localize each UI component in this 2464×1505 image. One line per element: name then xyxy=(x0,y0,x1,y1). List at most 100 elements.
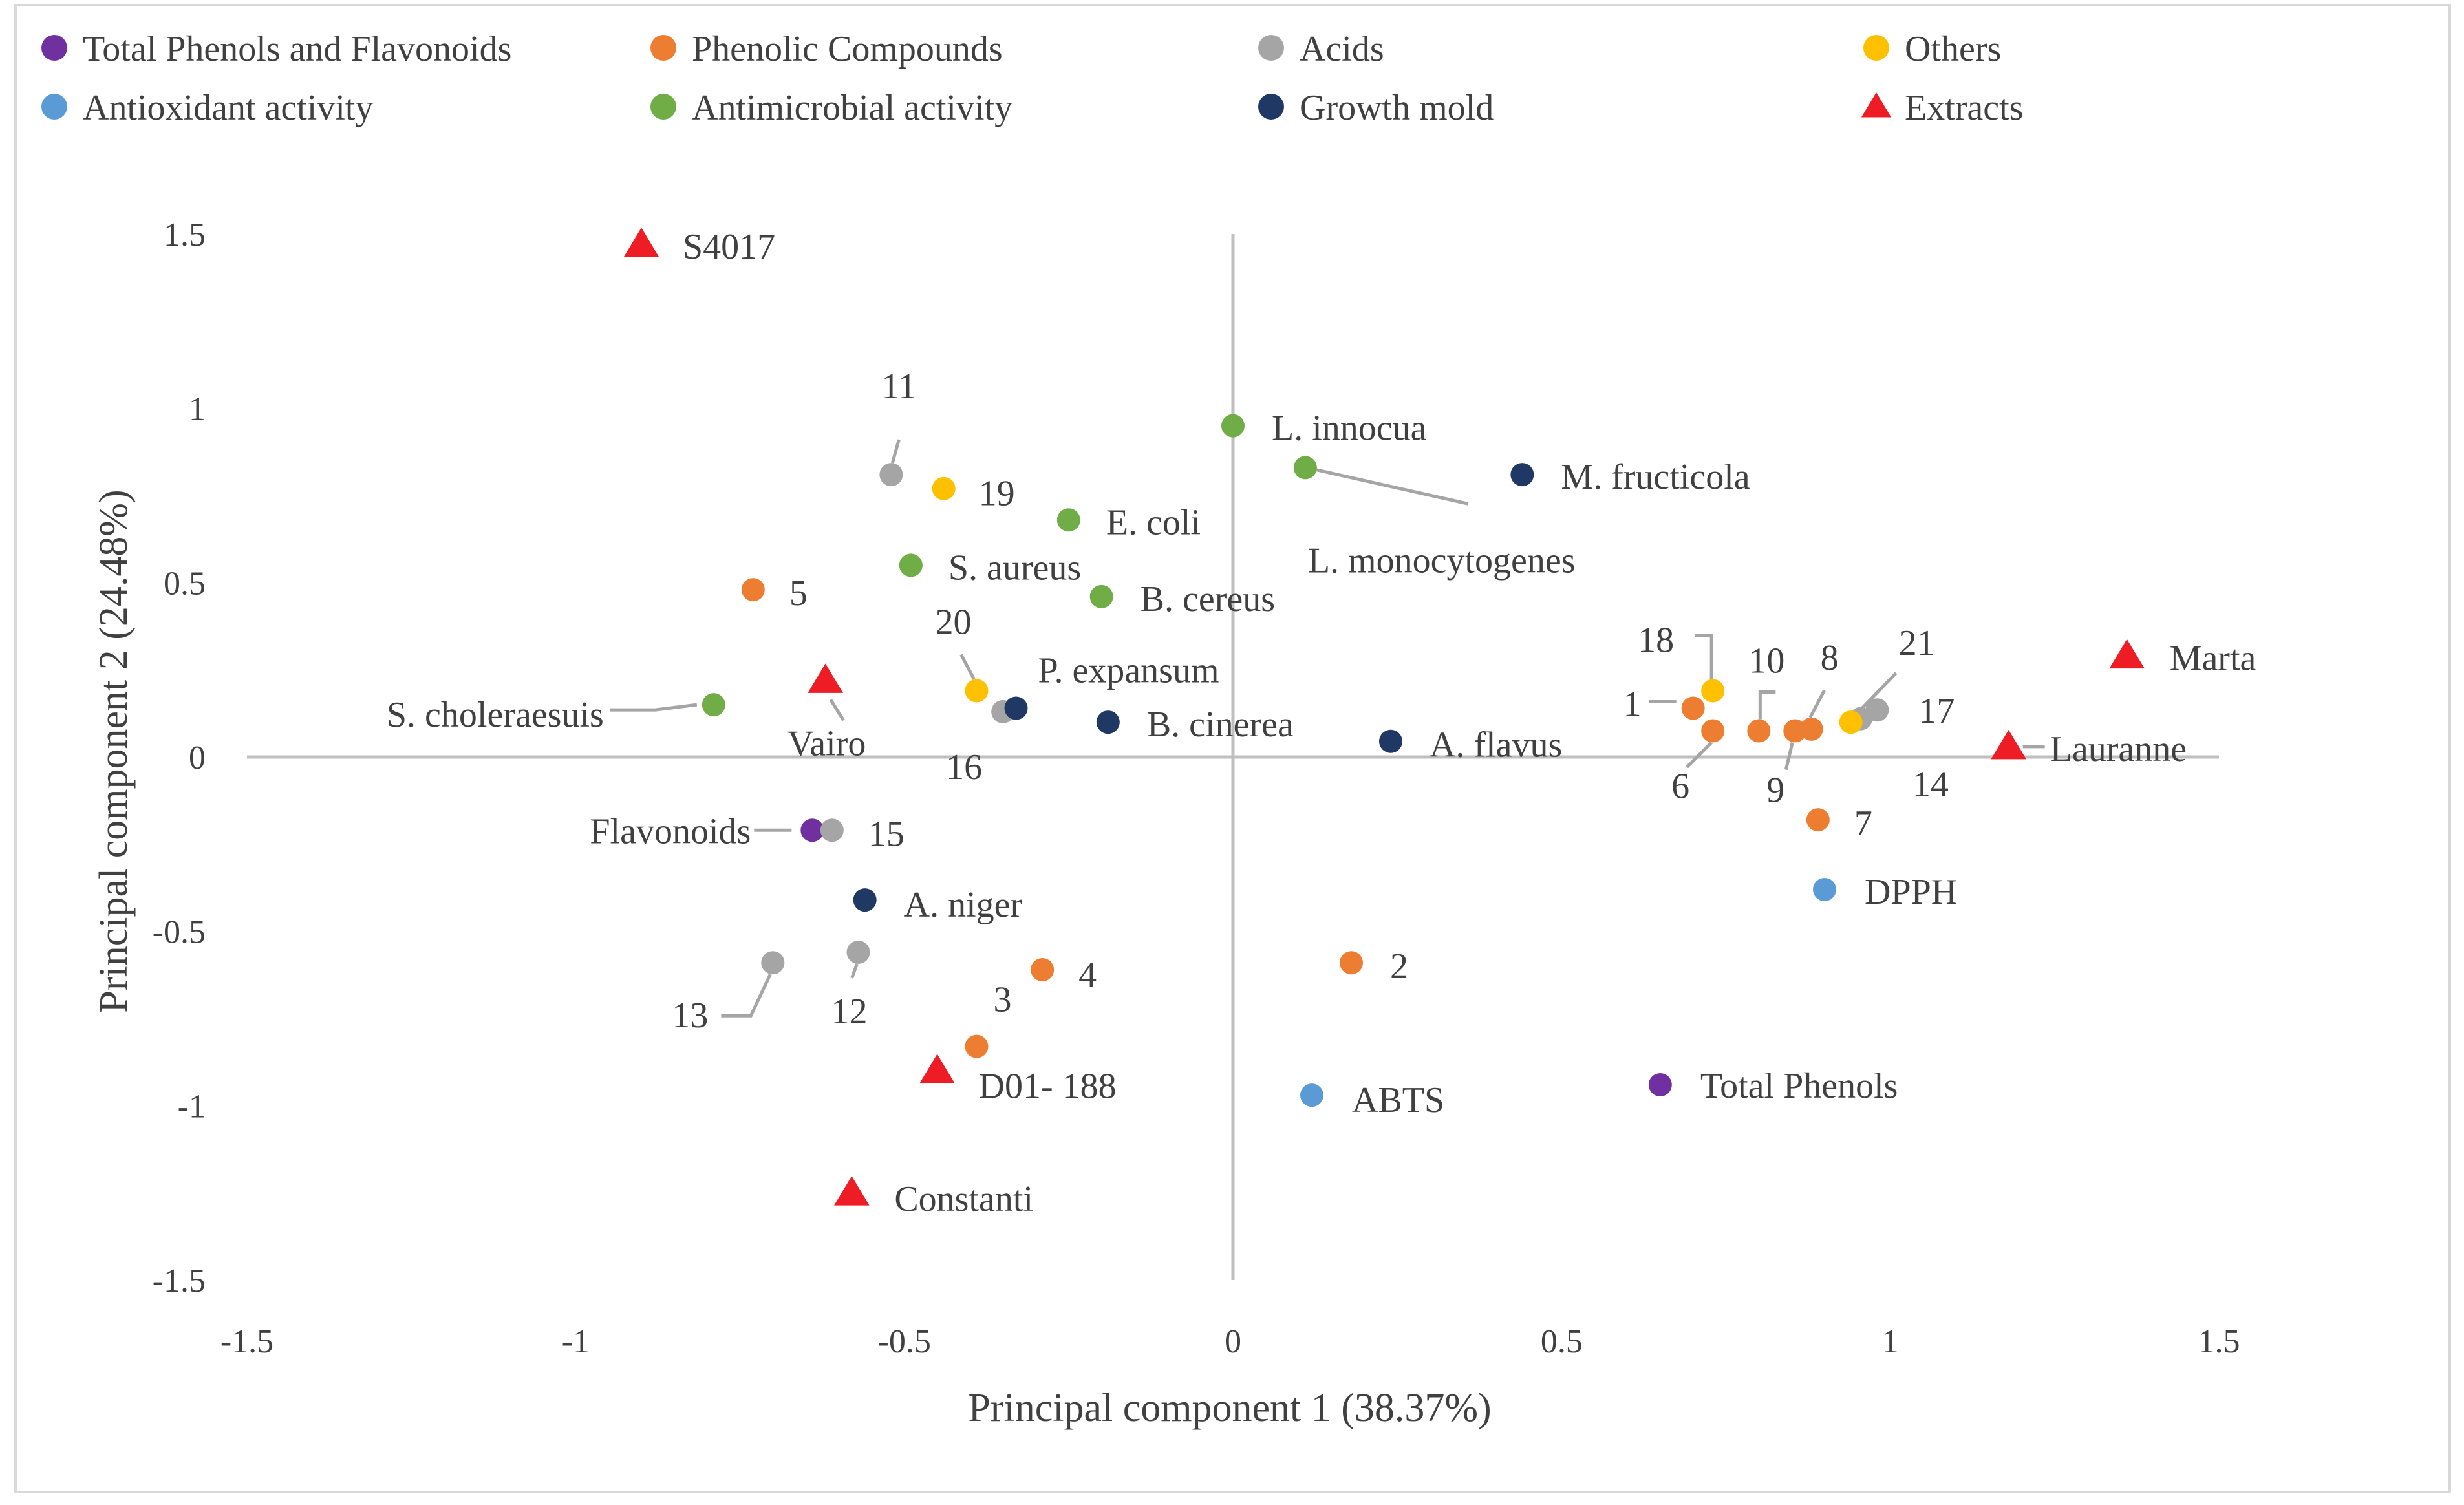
y-tick-label: 1 xyxy=(189,391,206,428)
leader-line-11 xyxy=(890,439,901,464)
point-label-20: 20 xyxy=(936,603,972,643)
point-label-constanti: Constanti xyxy=(894,1179,1033,1219)
leader-line-13 xyxy=(721,974,772,1018)
point-label-m-fructicola: M. fructicola xyxy=(1561,457,1750,497)
legend-marker-others xyxy=(1863,35,1889,61)
y-tick-label: 0.5 xyxy=(164,565,206,602)
legend-marker-acids xyxy=(1258,35,1284,61)
point-label-b-cereus: B. cereus xyxy=(1141,579,1275,619)
x-axis-title: Principal component 1 (38.37%) xyxy=(968,1386,1491,1430)
point-extracts-marta xyxy=(2109,639,2145,669)
point-label-13: 13 xyxy=(672,996,708,1036)
y-tick-label: 1.5 xyxy=(164,217,206,253)
point-acids-11 xyxy=(879,463,903,487)
point-extracts-vairo xyxy=(808,663,843,693)
axes xyxy=(247,234,2219,1280)
point-label-flavonoids: Flavonoids xyxy=(590,811,751,851)
point-label-l-innocua: L. innocua xyxy=(1272,409,1427,449)
y-tick-label: -1.5 xyxy=(153,1263,206,1299)
leader-line-12 xyxy=(850,963,859,979)
leader-line-20 xyxy=(959,654,976,680)
point-label-5: 5 xyxy=(789,573,808,614)
point-others-21 xyxy=(1839,710,1863,734)
point-label-15: 15 xyxy=(868,814,905,854)
point-label-11: 11 xyxy=(881,367,916,407)
legend-marker-phenolic_compounds xyxy=(650,35,676,61)
point-label-7: 7 xyxy=(1854,804,1872,844)
point-label-s-choleraesuis: S. choleraesuis xyxy=(387,695,604,735)
legend-label-total_phenols_flavonoids: Total Phenols and Flavonoids xyxy=(83,29,511,69)
legend-label-phenolic_compounds: Phenolic Compounds xyxy=(692,29,1003,69)
point-label-2: 2 xyxy=(1390,946,1408,987)
legend-label-antimicrobial: Antimicrobial activity xyxy=(692,88,1012,128)
legend: Total Phenols and Flavonoids Phenolic Com… xyxy=(41,29,2023,128)
point-phenolic_compounds-2 xyxy=(1340,951,1363,975)
point-antimicrobial-l-innocua xyxy=(1221,414,1245,438)
leader-line-9 xyxy=(1784,742,1794,771)
point-label-4: 4 xyxy=(1078,955,1097,995)
x-tick-label: 0 xyxy=(1225,1323,1241,1360)
point-label-17: 17 xyxy=(1918,691,1955,731)
y-tick-label: 0 xyxy=(189,740,206,776)
point-label-e-coli: E. coli xyxy=(1106,502,1201,542)
point-phenolic_compounds-7 xyxy=(1806,808,1830,832)
point-others-20 xyxy=(965,679,989,703)
point-label-l-monocytogenes: L. monocytogenes xyxy=(1308,540,1576,581)
legend-marker-growth_mold xyxy=(1258,94,1284,120)
point-phenolic_compounds-10 xyxy=(1747,719,1771,743)
point-antimicrobial-l-monocytogenes xyxy=(1293,456,1317,480)
point-label-lauranne: Lauranne xyxy=(2050,729,2187,769)
point-label-a-flavus: A. flavus xyxy=(1430,725,1562,765)
point-label-18: 18 xyxy=(1638,621,1674,661)
leader-line-vairo xyxy=(829,699,845,721)
legend-marker-total_phenols_flavonoids xyxy=(41,35,67,61)
point-phenolic_compounds-1 xyxy=(1681,696,1705,720)
point-extracts-lauranne xyxy=(1991,729,2026,760)
point-label-a-niger: A. niger xyxy=(904,885,1023,925)
point-label-s-aureus: S. aureus xyxy=(948,548,1081,588)
point-phenolic_compounds-5 xyxy=(741,578,765,602)
point-label-3: 3 xyxy=(994,980,1012,1020)
point-acids-13 xyxy=(761,951,785,975)
leader-line-6 xyxy=(1686,741,1713,769)
point-phenolic_compounds-3 xyxy=(965,1034,989,1058)
point-label-abts: ABTS xyxy=(1352,1080,1444,1120)
legend-label-antioxidant: Antioxidant activity xyxy=(83,88,373,128)
point-others-18 xyxy=(1701,679,1725,703)
point-extracts-s4017 xyxy=(623,228,659,257)
point-total_phenols_flavonoids-total-phenols xyxy=(1648,1073,1672,1096)
leader-line-l-monocytogenes xyxy=(1306,465,1469,506)
point-acids-17 xyxy=(1865,698,1889,722)
legend-label-growth_mold: Growth mold xyxy=(1300,88,1494,128)
point-label-b-cinerea: B. cinerea xyxy=(1147,705,1294,745)
point-acids-15 xyxy=(820,818,844,842)
point-label-21: 21 xyxy=(1899,623,1935,663)
point-extracts-d01-188 xyxy=(919,1054,955,1083)
point-label-9: 9 xyxy=(1766,771,1784,811)
legend-label-extracts: Extracts xyxy=(1905,88,2023,128)
tick-labels: -1.5 -1 -0.5 0 0.5 1 1.5 -1.5 -1 -0.5 0 0.5 1 1.5 xyxy=(153,217,2240,1360)
point-extracts-constanti xyxy=(834,1176,870,1206)
point-phenolic_compounds-6 xyxy=(1701,719,1725,743)
point-phenolic_compounds-4 xyxy=(1031,957,1055,981)
point-growth_mold-m-fructicola xyxy=(1510,463,1534,487)
y-axis-title: Principal component 2 (24.48%) xyxy=(92,489,136,1012)
point-others-19 xyxy=(932,476,956,500)
point-antimicrobial-b-cereus xyxy=(1089,584,1113,608)
point-label-6: 6 xyxy=(1671,767,1689,807)
point-growth_mold-p-expansum xyxy=(1004,696,1028,720)
leader-line-s-choleraesuis xyxy=(610,703,698,712)
x-tick-label: -1.5 xyxy=(220,1323,273,1360)
point-label-s4017: S4017 xyxy=(683,227,775,267)
point-growth_mold-b-cinerea xyxy=(1096,710,1120,734)
point-label-16: 16 xyxy=(946,747,982,787)
point-total_phenols_flavonoids-flavonoids xyxy=(800,818,824,842)
y-tick-label: -0.5 xyxy=(153,914,206,951)
x-tick-label: 1 xyxy=(1882,1323,1899,1360)
legend-marker-extracts xyxy=(1861,92,1892,118)
point-label-dpph: DPPH xyxy=(1865,872,1957,912)
legend-label-others: Others xyxy=(1905,29,2001,69)
leader-line-8 xyxy=(1808,689,1826,719)
